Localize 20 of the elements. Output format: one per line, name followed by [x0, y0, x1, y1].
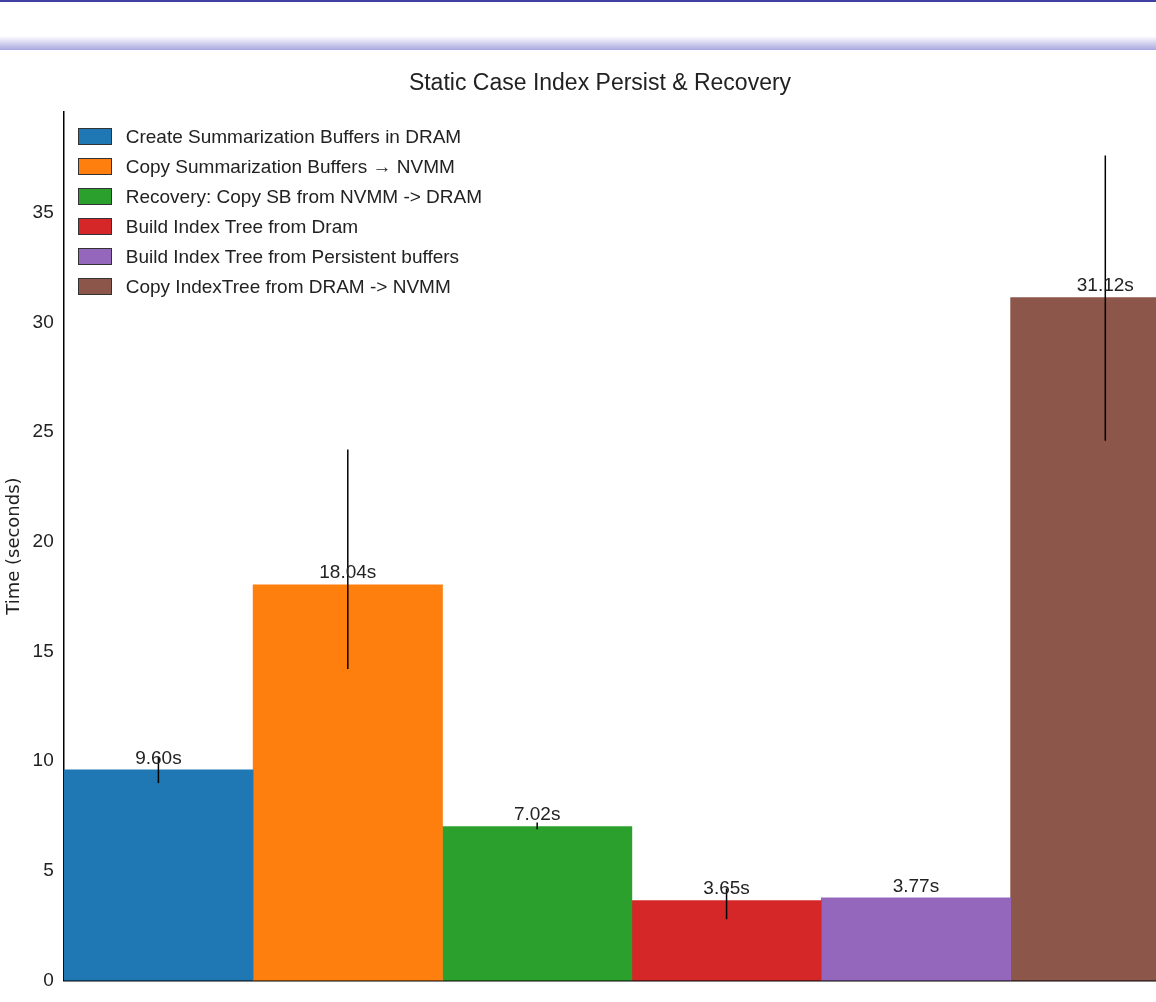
y-tick-label: 5 — [43, 859, 54, 881]
data-label: 9.60s — [135, 746, 182, 768]
y-tick-label: 25 — [32, 420, 54, 442]
legend-label: Create Summarization Buffers in DRAM — [125, 125, 462, 148]
y-tick-label: 30 — [32, 310, 54, 332]
legend-label: Build Index Tree from Dram — [125, 215, 359, 238]
y-tick-label: 0 — [43, 968, 54, 990]
legend-label: Copy Summarization Buffers → NVMM — [125, 155, 455, 178]
y-axis-title: Time (seconds) — [2, 477, 24, 616]
legend-label: Build Index Tree from Persistent buffers — [125, 245, 460, 268]
y-tick-label: 10 — [32, 749, 54, 771]
chart-title: Static Case Index Persist & Recovery — [408, 69, 792, 96]
legend-label: Copy IndexTree from DRAM -> NVMM — [125, 275, 451, 298]
y-tick-label: 35 — [32, 200, 54, 222]
y-tick-label: 20 — [32, 529, 54, 551]
data-label: 7.02s — [513, 803, 561, 825]
y-tick-label: 15 — [32, 639, 54, 661]
data-label: 3.77s — [892, 874, 940, 896]
data-label: 3.65s — [703, 877, 750, 899]
legend-label: Recovery: Copy SB from NVMM -> DRAM — [125, 185, 483, 208]
